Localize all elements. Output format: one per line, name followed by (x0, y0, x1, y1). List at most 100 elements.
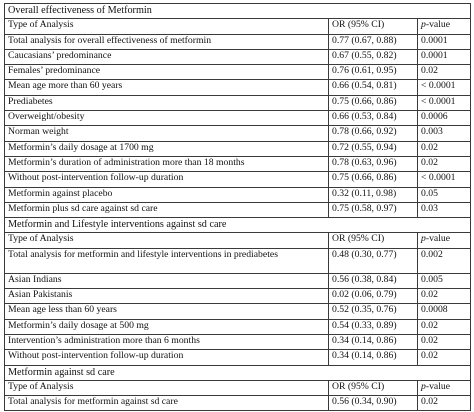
cell-or: 0.32 (0.11, 0.98) (328, 186, 418, 203)
table-row: Total analysis for metformin against sd … (4, 395, 472, 412)
cell-or: 0.72 (0.55, 0.94) (328, 140, 418, 157)
cell-p: 0.005 (416, 272, 472, 290)
cell-p: 0.003 (416, 125, 472, 142)
header-or: OR (95% CI) (328, 18, 418, 35)
cell-analysis: Metformin’s daily dosage at 1700 mg (4, 140, 329, 157)
table-row: Total analysis for overall effectiveness… (4, 33, 472, 50)
header-or: OR (95% CI) (328, 232, 418, 249)
section-title: Overall effectiveness of Metformin (3, 2, 472, 20)
cell-analysis: Total analysis for metformin and lifesty… (4, 247, 329, 274)
cell-analysis: Caucasians’ predominance (4, 48, 329, 66)
cell-p: 0.02 (416, 155, 472, 173)
odds-ratio-table: Overall effectiveness of Metformin Type … (3, 2, 472, 412)
cell-p: 0.0008 (416, 303, 472, 320)
table-row: Total analysis for metformin and lifesty… (4, 247, 472, 274)
cell-or: 0.56 (0.34, 0.90) (328, 395, 418, 412)
cell-analysis: Prediabetes (4, 94, 329, 112)
table-row: Mean age more than 60 years 0.66 (0.54, 0… (4, 79, 472, 96)
cell-or: 0.66 (0.53, 0.84) (328, 110, 418, 127)
cell-or: 0.75 (0.66, 0.86) (328, 94, 418, 112)
cell-or: 0.34 (0.14, 0.86) (328, 349, 418, 366)
cell-analysis: Asian Indians (4, 272, 329, 290)
table-row: Caucasians’ predominance 0.67 (0.55, 0.82… (4, 48, 472, 66)
cell-analysis: Without post-intervention follow-up dura… (4, 349, 329, 366)
cell-p: 0.0006 (416, 110, 472, 127)
section-title-row: Metformin against sd care (3, 364, 472, 381)
cell-p: 0.03 (416, 201, 472, 219)
cell-analysis: Without post-intervention follow-up dura… (4, 171, 329, 188)
cell-or: 0.78 (0.63, 0.96) (328, 155, 418, 173)
section-title: Metformin against sd care (3, 364, 472, 381)
cell-analysis: Intervention’s administration more than … (4, 333, 329, 351)
header-p-suffix: -value (425, 380, 451, 392)
cell-p: < 0.0001 (416, 79, 472, 96)
cell-analysis: Overweight/obesity (4, 110, 329, 127)
header-or: OR (95% CI) (328, 379, 418, 397)
cell-p: 0.0001 (416, 33, 472, 50)
table-body: Overall effectiveness of Metformin Type … (3, 2, 472, 412)
header-p-value: p-value (416, 379, 472, 397)
column-header-row: Type of Analysis OR (95% CI) p-value (4, 379, 472, 397)
cell-analysis: Metformin’s duration of administration m… (4, 155, 329, 173)
table-row: Metformin plus sd care against sd care 0.… (4, 201, 472, 219)
table-row: Without post-intervention follow-up dura… (4, 349, 472, 366)
table-row: Metformin’s daily dosage at 500 mg 0.54 (… (4, 318, 472, 335)
header-analysis: Type of Analysis (4, 232, 329, 249)
table-row: Metformin’s daily dosage at 1700 mg 0.72 … (4, 140, 472, 157)
section-title-row: Metformin and Lifestyle interventions ag… (3, 217, 472, 234)
cell-p: 0.05 (416, 186, 472, 203)
section-title-row: Overall effectiveness of Metformin (3, 2, 472, 20)
cell-p: 0.02 (416, 333, 472, 351)
table-row: Norman weight 0.78 (0.66, 0.92) 0.003 (4, 125, 472, 142)
cell-p: < 0.0001 (416, 94, 472, 112)
table-row: Prediabetes 0.75 (0.66, 0.86) < 0.0001 (4, 94, 472, 112)
cell-or: 0.56 (0.38, 0.84) (328, 272, 418, 290)
header-p-suffix: -value (425, 233, 451, 245)
table-row: Asian Pakistanis 0.02 (0.06, 0.79) 0.02 (4, 288, 472, 305)
cell-or: 0.75 (0.58, 0.97) (328, 201, 418, 219)
header-analysis: Type of Analysis (4, 379, 329, 397)
header-p-value: p-value (416, 18, 472, 35)
cell-or: 0.77 (0.67, 0.88) (328, 33, 418, 50)
cell-or: 0.75 (0.66, 0.86) (328, 171, 418, 188)
cell-p: < 0.0001 (416, 171, 472, 188)
cell-or: 0.67 (0.55, 0.82) (328, 48, 418, 66)
cell-p: 0.02 (416, 64, 472, 81)
table-row: Metformin against placebo 0.32 (0.11, 0.9… (4, 186, 472, 203)
header-p-prefix: p (421, 19, 426, 31)
cell-p: 0.002 (416, 247, 472, 274)
cell-or: 0.02 (0.06, 0.79) (328, 288, 418, 305)
table-row: Females’ predominance 0.76 (0.61, 0.95) 0.… (4, 64, 472, 81)
cell-p: 0.02 (416, 288, 472, 305)
cell-or: 0.76 (0.61, 0.95) (328, 64, 418, 81)
column-header-row: Type of Analysis OR (95% CI) p-value (4, 18, 472, 35)
table-row: Overweight/obesity 0.66 (0.53, 0.84) 0.000… (4, 110, 472, 127)
cell-analysis: Mean age more than 60 years (4, 79, 329, 96)
cell-analysis: Norman weight (4, 125, 329, 142)
cell-or: 0.54 (0.33, 0.89) (328, 318, 418, 335)
cell-analysis: Metformin’s daily dosage at 500 mg (4, 318, 329, 335)
cell-analysis: Metformin plus sd care against sd care (4, 201, 329, 219)
cell-p: 0.02 (416, 349, 472, 366)
cell-or: 0.48 (0.30, 0.77) (328, 247, 418, 274)
table-row: Mean age less than 60 years 0.52 (0.35, 0… (4, 303, 472, 320)
cell-analysis: Mean age less than 60 years (4, 303, 329, 320)
header-p-value: p-value (416, 232, 472, 249)
section-title: Metformin and Lifestyle interventions ag… (3, 217, 472, 234)
column-header-row: Type of Analysis OR (95% CI) p-value (4, 232, 472, 249)
header-p-prefix: p (421, 380, 426, 392)
cell-p: 0.02 (416, 395, 472, 412)
table-row: Metformin’s duration of administration m… (4, 155, 472, 173)
cell-or: 0.66 (0.54, 0.81) (328, 79, 418, 96)
cell-analysis: Asian Pakistanis (4, 288, 329, 305)
table-row: Without post-intervention follow-up dura… (4, 171, 472, 188)
cell-or: 0.52 (0.35, 0.76) (328, 303, 418, 320)
header-p-prefix: p (421, 233, 426, 245)
header-analysis: Type of Analysis (4, 18, 329, 35)
cell-or: 0.34 (0.14, 0.86) (328, 333, 418, 351)
cell-p: 0.02 (416, 140, 472, 157)
table-row: Intervention’s administration more than … (4, 333, 472, 351)
cell-p: 0.0001 (416, 48, 472, 66)
cell-p: 0.02 (416, 318, 472, 335)
cell-analysis: Metformin against placebo (4, 186, 329, 203)
